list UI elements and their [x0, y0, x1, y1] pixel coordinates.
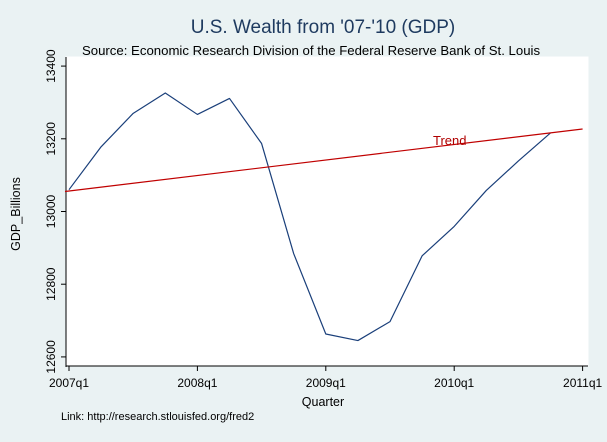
- y-axis-label: GDP_Billions: [9, 177, 23, 251]
- y-tick-label: 13000: [44, 194, 58, 228]
- labels-layer: 12600 12800 13000 13200 13400 2007q1 2008q1 200…: [44, 49, 603, 390]
- x-tick-label: 2009q1: [306, 376, 346, 390]
- gdp-series-line: [68, 92, 551, 342]
- x-tick-label: 2010q1: [434, 376, 474, 390]
- y-tick-label: 13400: [44, 49, 58, 83]
- trend-series-line: [64, 128, 583, 193]
- y-tick-label: 12800: [44, 267, 58, 301]
- axes: [61, 57, 588, 371]
- chart-subtitle: Source: Economic Research Division of th…: [82, 43, 541, 58]
- series-layer: [64, 92, 583, 342]
- trend-label: Trend: [433, 133, 466, 148]
- y-tick-label: 13200: [44, 122, 58, 156]
- y-tick-label: 12600: [44, 340, 58, 374]
- source-link-note: Link: http://research.stlouisfed.org/fre…: [61, 411, 254, 423]
- x-tick-label: 2008q1: [177, 376, 217, 390]
- chart-title: U.S. Wealth from '07-'10 (GDP): [191, 17, 456, 38]
- x-tick-label: 2007q1: [49, 376, 89, 390]
- plot-area: [65, 56, 589, 367]
- x-axis-label: Quarter: [302, 395, 344, 409]
- x-tick-label: 2011q1: [563, 376, 602, 390]
